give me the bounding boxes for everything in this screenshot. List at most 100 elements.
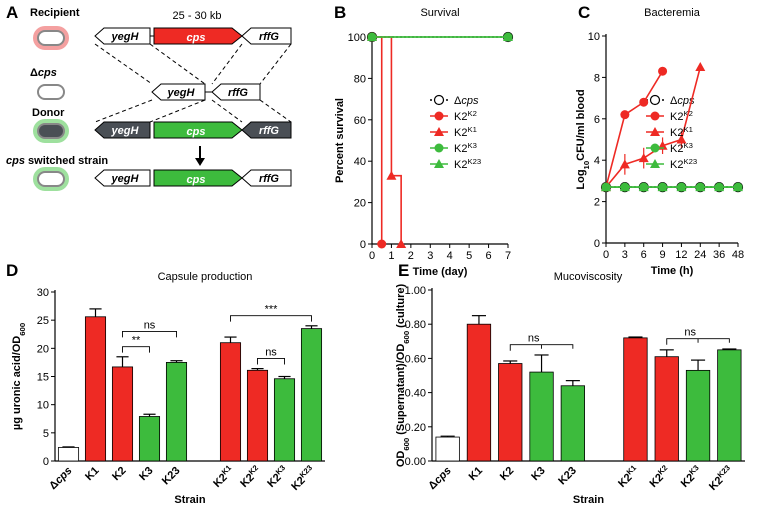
x-tick-label: K2 — [498, 465, 516, 483]
legend-label: K2K1 — [670, 125, 693, 140]
bar — [466, 323, 492, 462]
cell — [37, 171, 65, 187]
bar — [654, 356, 679, 462]
legend-marker — [650, 111, 660, 121]
x-axis-label: Time (day) — [413, 266, 468, 278]
gene-label: rffG — [228, 87, 248, 99]
gene-label: yegH — [111, 173, 140, 185]
x-tick-label: K2K2 — [646, 463, 673, 490]
panel-label: D — [6, 261, 18, 280]
x-tick-label: K2K2 — [236, 463, 263, 490]
y-tick-label: 100 — [348, 32, 366, 44]
y-tick-label: 30 — [37, 287, 49, 299]
arrow-head — [195, 158, 205, 166]
y-axis-label: OD600 (Supernatant)/OD600 (culture) — [395, 283, 411, 467]
gene-label: rffG — [259, 173, 279, 185]
significance-bracket — [257, 358, 285, 365]
bar — [246, 369, 269, 462]
panel-label: A — [6, 3, 18, 22]
marker — [396, 239, 407, 248]
gene-arrow — [153, 169, 243, 187]
legend-marker — [434, 143, 444, 153]
marker — [503, 32, 513, 41]
legend-label: K2K2 — [454, 109, 477, 124]
y-tick-label: 0.80 — [405, 319, 426, 331]
bar — [165, 362, 188, 462]
significance-label: *** — [265, 304, 279, 316]
bar — [57, 447, 80, 462]
x-tick-label: K3 — [137, 465, 155, 483]
x-tick-label: 3 — [622, 249, 628, 261]
significance-label: ** — [132, 335, 141, 347]
y-tick-label: 0 — [594, 238, 600, 250]
bar — [717, 349, 742, 462]
row-label: cps switched strain — [6, 155, 108, 167]
crossover-lines — [94, 43, 292, 123]
marker — [658, 66, 668, 76]
x-tick-label: 12 — [675, 249, 687, 261]
x-tick-label: K2K23 — [287, 463, 317, 493]
x-tick-label: Δcps — [426, 465, 453, 492]
gene-arrow — [241, 27, 292, 45]
gene-arrow — [241, 121, 292, 139]
cell — [37, 123, 65, 139]
gene-label: rffG — [259, 125, 279, 137]
bar — [138, 416, 161, 462]
legend-marker — [434, 159, 444, 168]
bar — [529, 371, 554, 462]
y-tick-label: 5 — [43, 428, 49, 440]
y-tick-label: 80 — [354, 73, 366, 85]
y-tick-label: 6 — [594, 114, 600, 126]
marker — [714, 182, 725, 192]
panel-label: C — [578, 3, 590, 22]
significance-bracket — [666, 338, 730, 345]
marker — [639, 97, 649, 107]
x-tick-label: K2K1 — [209, 462, 237, 490]
x-tick-label: K2K3 — [677, 463, 704, 490]
gene-arrow — [94, 27, 151, 45]
legend-marker — [434, 111, 444, 121]
x-tick-label: K1 — [467, 465, 485, 483]
legend-marker — [433, 94, 445, 106]
gene-arrow — [153, 27, 243, 45]
gene-arrow — [94, 121, 151, 139]
legend-label: K2K3 — [454, 141, 477, 156]
legend-label: Δcps — [454, 95, 479, 107]
legend-label: K2K23 — [670, 157, 697, 172]
chart: E Mucoviscosity OD600 (Supernatant)/OD600 … — [395, 261, 745, 506]
series-line — [605, 70, 664, 188]
marker — [367, 32, 377, 41]
y-tick-label: 0 — [43, 456, 49, 468]
chart-title: Survival — [420, 7, 459, 19]
significance-label: ns — [684, 327, 696, 339]
marker — [676, 182, 687, 192]
x-axis-label: Strain — [573, 494, 604, 506]
gene-arrow — [151, 83, 206, 101]
y-tick-label: 0.20 — [405, 422, 426, 434]
gene-arrow — [94, 169, 151, 187]
gene-arrow — [211, 83, 261, 101]
marker — [619, 182, 630, 192]
significance-bracket — [230, 315, 312, 322]
legend-marker — [649, 94, 661, 106]
y-tick-label: 0 — [360, 239, 366, 251]
x-tick-label: Δcps — [47, 465, 74, 492]
x-tick-label: K2K1 — [614, 462, 642, 490]
bar — [300, 328, 323, 462]
significance-label: ns — [265, 346, 277, 358]
significance-bracket — [122, 330, 177, 338]
y-tick-label: 20 — [354, 198, 366, 210]
x-tick-label: K23 — [556, 465, 579, 488]
bar — [273, 378, 296, 462]
marker — [601, 182, 611, 192]
x-tick-label: 1 — [388, 250, 394, 262]
marker — [676, 134, 687, 144]
bar — [111, 366, 134, 462]
significance-label: ns — [144, 319, 156, 331]
legend-label: K2K3 — [670, 141, 693, 156]
y-tick-label: 10 — [588, 31, 600, 43]
y-axis-label: Percent survival — [334, 98, 346, 183]
x-tick-label: 7 — [505, 250, 511, 262]
chart-title: Mucoviscosity — [554, 271, 623, 283]
y-axis-label: Log10CFU/ml blood — [575, 89, 591, 189]
